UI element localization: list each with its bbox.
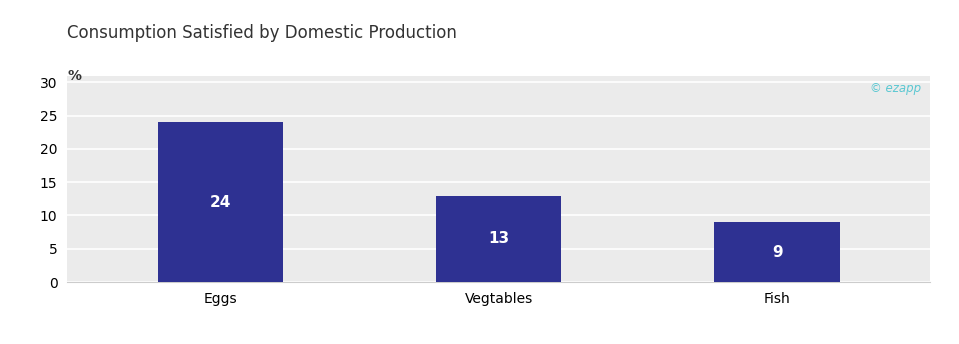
Bar	[436, 195, 561, 282]
Text: Consumption Satisfied by Domestic Production: Consumption Satisfied by Domestic Produc…	[67, 24, 457, 42]
Text: %: %	[67, 69, 82, 83]
Bar	[157, 122, 283, 282]
Text: 24: 24	[210, 195, 231, 210]
Bar	[714, 222, 840, 282]
Text: 9: 9	[772, 245, 783, 260]
Text: © ezapp: © ezapp	[871, 82, 922, 95]
Text: 13: 13	[488, 231, 509, 246]
